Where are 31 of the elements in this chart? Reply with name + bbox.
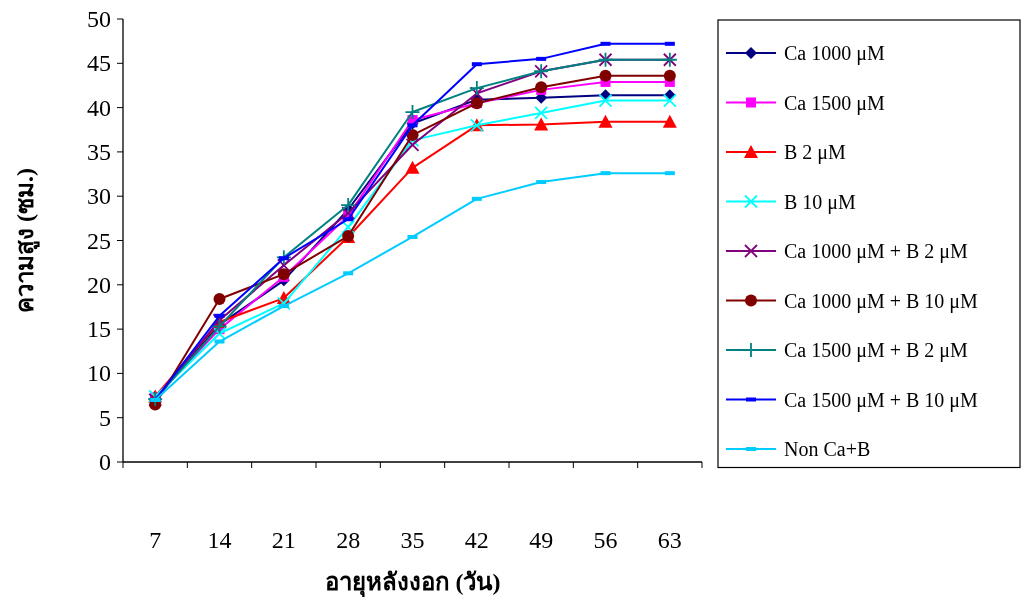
x-tick-label: 42: [464, 527, 489, 553]
x-axis-title: อายุหลังงอก (วัน): [324, 569, 501, 598]
legend-label: Ca 1500 μM: [784, 91, 885, 115]
x-tick-label: 28: [336, 527, 361, 553]
y-tick-label: 45: [87, 50, 111, 77]
x-tick-label: 49: [529, 527, 554, 553]
y-tick-label: 35: [87, 138, 111, 165]
x-tick-label: 63: [657, 527, 682, 553]
legend-label: Ca 1500 μM + B 2 μM: [784, 339, 969, 362]
x-tick-label: 14: [207, 527, 232, 553]
y-tick-label: 50: [87, 6, 111, 32]
legend-label: Ca 1000 μM: [784, 42, 885, 65]
y-tick-label: 30: [87, 183, 111, 210]
legend-label: Non Ca+B: [784, 438, 871, 460]
legend-label: B 10 μM: [784, 190, 857, 214]
x-tick-label: 21: [271, 527, 296, 553]
x-tick-label: 35: [400, 527, 425, 553]
x-tick-label: 56: [593, 527, 618, 553]
legend-label: Ca 1500 μM + B 10 μM: [784, 388, 979, 412]
y-tick-label: 25: [87, 227, 111, 254]
y-tick-label: 40: [87, 94, 111, 121]
y-axis-title: ความสูง (ซม.): [12, 168, 40, 313]
legend-label: Ca 1000 μM + B 10 μM: [784, 289, 979, 313]
y-tick-label: 10: [87, 360, 111, 387]
y-tick-label: 15: [87, 316, 111, 343]
y-tick-label: 20: [87, 271, 111, 298]
legend-label: B 2 μM: [784, 141, 847, 164]
legend-label: Ca 1000 μM + B 2 μM: [784, 240, 969, 263]
y-tick-label: 0: [99, 449, 111, 475]
x-tick-label: 7: [149, 527, 162, 553]
y-tick-label: 5: [99, 404, 111, 431]
